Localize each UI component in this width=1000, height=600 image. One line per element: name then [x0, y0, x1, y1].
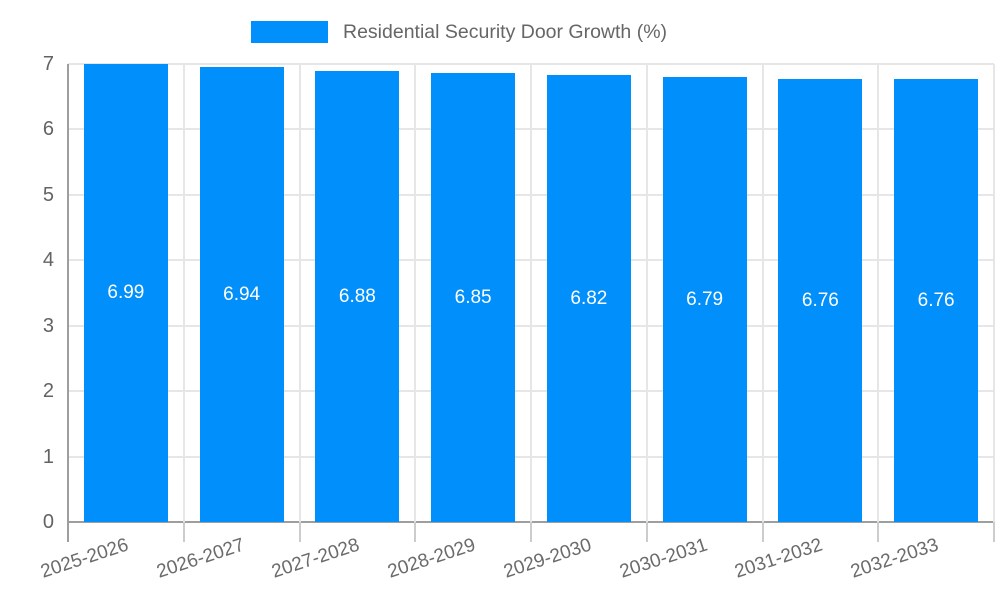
bar-value-label: 6.88 [338, 285, 376, 307]
category-boundary-gridline [761, 63, 764, 522]
x-axis-tick [182, 522, 185, 542]
category-boundary-gridline [530, 63, 532, 522]
y-axis-tick-label: 6 [42, 118, 54, 140]
bar-value-label: 6.76 [917, 289, 955, 311]
chart-legend[interactable]: Residential Security Door Growth (%) [0, 0, 1000, 50]
y-axis-tick-label: 2 [42, 380, 54, 402]
bar-value-label: 6.79 [686, 288, 724, 310]
x-axis-tick [414, 522, 417, 542]
bar-value-label: 6.99 [107, 282, 145, 304]
x-axis-tick [645, 522, 648, 542]
bar-value-label: 6.94 [223, 283, 261, 305]
bar-2028-2029[interactable]: 6.85 [431, 73, 516, 522]
y-axis-line [67, 63, 69, 522]
y-axis-tick-label: 0 [42, 511, 54, 533]
y-axis-tick-label: 3 [42, 314, 54, 337]
legend-swatch [251, 21, 328, 43]
bar-value-label: 6.76 [801, 289, 839, 311]
x-axis-tick [298, 522, 301, 542]
y-axis-tick-label: 1 [42, 445, 54, 468]
category-boundary-gridline [993, 63, 995, 522]
bar-2029-2030[interactable]: 6.82 [546, 75, 631, 522]
y-axis-tick-label: 4 [42, 249, 54, 271]
category-boundary-gridline [182, 63, 185, 522]
x-axis-tick [761, 522, 764, 542]
bar-2032-2033[interactable]: 6.76 [894, 79, 979, 522]
category-boundary-gridline [414, 63, 417, 522]
bar-2031-2032[interactable]: 6.76 [778, 79, 863, 522]
category-boundary-gridline [877, 63, 880, 522]
x-axis-tick [530, 522, 532, 542]
bar-value-label: 6.82 [570, 287, 608, 309]
bar-2025-2026[interactable]: 6.99 [83, 64, 168, 522]
x-axis-tick [67, 522, 69, 542]
bar-2030-2031[interactable]: 6.79 [662, 77, 747, 522]
y-axis-tick-label: 5 [42, 183, 54, 206]
category-boundary-gridline [645, 63, 648, 522]
y-axis-tick-label: 7 [42, 52, 54, 75]
category-boundary-gridline [298, 63, 301, 522]
bar-value-label: 6.85 [454, 286, 492, 308]
x-axis-tick [877, 522, 880, 542]
legend-label: Residential Security Door Growth (%) [343, 21, 668, 43]
bar-2026-2027[interactable]: 6.94 [199, 67, 284, 522]
x-axis-tick [993, 522, 995, 542]
bar-2027-2028[interactable]: 6.88 [315, 71, 400, 522]
